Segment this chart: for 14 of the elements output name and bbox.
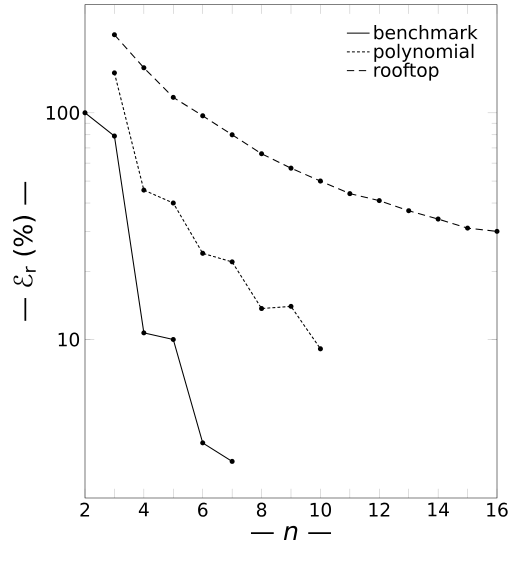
y-tick-label: 100 xyxy=(46,106,79,120)
x-tick-label: 10 xyxy=(310,502,331,517)
legend-label: polynomial xyxy=(374,44,474,62)
x-tick-label: 2 xyxy=(80,502,89,516)
x-tick-label: 4 xyxy=(138,502,149,516)
legend-label: rooftop xyxy=(374,62,438,81)
x-tick-label: 8 xyxy=(256,502,266,517)
x-tick-label: 14 xyxy=(428,502,449,516)
x-tick-label: 16 xyxy=(487,502,508,517)
legend-label: benchmark xyxy=(374,25,478,40)
x-tick-label: 6 xyxy=(198,502,208,517)
x-tick-label: 12 xyxy=(369,502,390,516)
x-axis-title: — n — xyxy=(250,526,331,540)
y-axis-title: — ℰ$_{r}$ (%) — xyxy=(12,182,36,321)
